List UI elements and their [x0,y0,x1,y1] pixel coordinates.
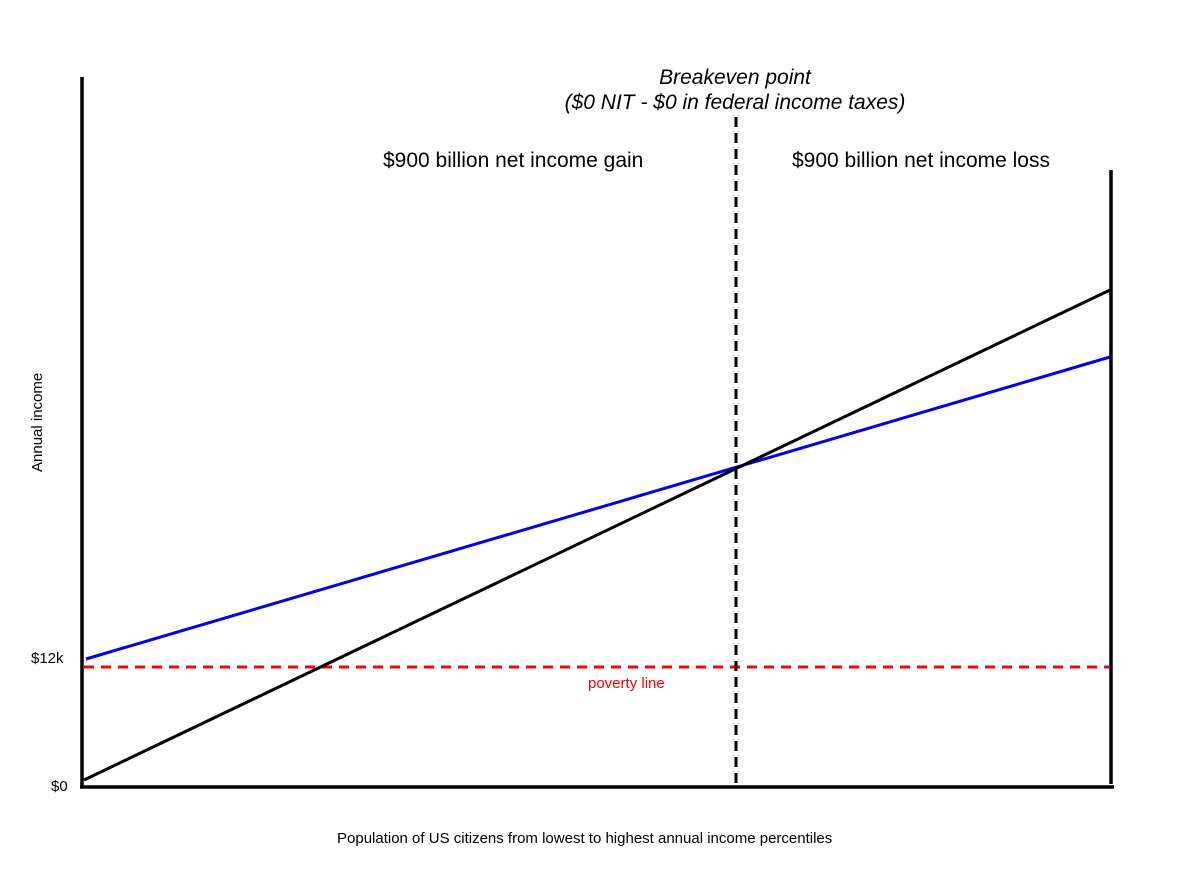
pre-tax-income-line [83,288,1111,782]
y-tick-0: $0 [51,778,68,795]
title-line-2: ($0 NIT - $0 in federal income taxes) [564,91,906,114]
x-axis-label: Population of US citizens from lowest to… [337,830,833,847]
chart-title: Breakeven point ($0 NIT - $0 in federal … [520,65,950,115]
post-nit-income-line [85,355,1111,661]
y-tick-12k: $12k [31,650,64,667]
poverty-line-label: poverty line [588,675,665,692]
gain-annotation: $900 billion net income gain [383,149,644,172]
loss-annotation: $900 billion net income loss [792,149,1050,172]
title-line-1: Breakeven point [659,66,811,89]
y-axis-label: Annual income [29,372,46,472]
